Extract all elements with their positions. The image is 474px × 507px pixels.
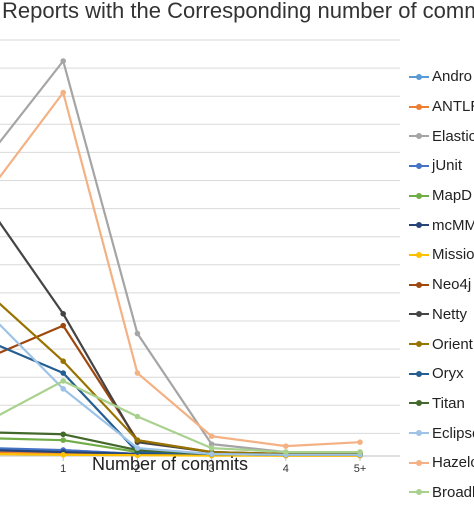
x-tick-label: 5+: [354, 463, 367, 474]
data-point-hazelc: [208, 433, 215, 440]
data-point-orient: [134, 437, 141, 444]
legend-swatch: [408, 71, 430, 83]
legend-swatch: [408, 427, 430, 439]
legend-label: Andro: [432, 68, 473, 86]
legend-label: Oryx: [432, 365, 464, 383]
legend-item: Hazelc: [408, 448, 474, 478]
legend-label: Titan: [432, 394, 465, 412]
legend-label: Netty: [432, 305, 468, 323]
legend-item: Eclipse: [408, 418, 474, 448]
plot-area: 1 2 3 4 5+: [0, 39, 400, 474]
legend-swatch: [408, 397, 430, 409]
legend-swatch: [408, 486, 430, 498]
legend-swatch: [408, 130, 430, 142]
x-tick-label: 2: [134, 463, 140, 474]
legend-label: Eclipse: [432, 424, 474, 442]
series-line-hazelc: [0, 91, 361, 448]
data-point-titan: [60, 431, 66, 438]
data-point-hazelc: [283, 443, 289, 449]
data-point-hazelc: [357, 439, 363, 445]
legend-item: Elastic: [408, 121, 474, 151]
legend-swatch: [408, 338, 430, 350]
legend: Andro ANTLR Elastic jUnit MapD mcMM Missio Neo4…: [408, 62, 474, 507]
legend-label: Broadl: [432, 483, 474, 501]
legend-item: Netty: [408, 300, 474, 330]
chart-title: Reports with the Corresponding number of…: [2, 0, 474, 23]
series-line-orient: [0, 302, 360, 456]
data-point-hazelc: [134, 370, 141, 376]
data-point-orient: [60, 358, 66, 365]
legend-swatch: [408, 279, 430, 291]
data-point-elastic: [134, 330, 141, 337]
x-tick-label: 1: [60, 463, 66, 474]
legend-label: Elastic: [432, 127, 474, 145]
series-line-broadl: [0, 379, 360, 454]
gridlines: [0, 39, 400, 434]
legend-label: Orient: [432, 335, 473, 353]
legend-item: Titan: [408, 389, 474, 419]
legend-label: ANTLR: [432, 98, 474, 116]
data-point-broadl: [208, 445, 215, 451]
data-point-neo4j: [60, 322, 66, 329]
legend-label: Missio: [432, 246, 474, 264]
legend-swatch: [408, 308, 430, 320]
legend-item: Oryx: [408, 359, 474, 389]
legend-swatch: [408, 160, 430, 172]
legend-item: jUnit: [408, 151, 474, 181]
legend-label: Neo4j: [432, 276, 472, 294]
data-point-elastic: [208, 441, 215, 447]
data-point-broadl: [60, 378, 66, 384]
legend-label: mcMM: [432, 216, 474, 234]
legend-swatch: [408, 457, 430, 469]
data-point-hazelc: [60, 89, 66, 96]
data-point-eclipse: [208, 451, 215, 457]
series-lines: [0, 58, 363, 459]
legend-label: Hazelc: [432, 454, 474, 472]
legend-item: ANTLR: [408, 92, 474, 122]
legend-item: MapD: [408, 181, 474, 211]
x-tick-label: 3: [209, 463, 215, 474]
legend-swatch: [408, 249, 430, 261]
data-point-oryx: [60, 370, 66, 376]
x-axis-title: Number of commits: [92, 454, 249, 474]
data-point-elastic: [60, 58, 66, 64]
data-point-broadl: [134, 413, 141, 420]
data-point-eclipse: [60, 386, 66, 392]
legend-item: mcMM: [408, 210, 474, 240]
legend-item: Orient: [408, 329, 474, 359]
legend-swatch: [408, 101, 430, 113]
legend-item: Neo4j: [408, 270, 474, 300]
x-tick-label: 4: [283, 463, 289, 474]
data-point-broadl: [283, 449, 289, 455]
series-line-eclipse: [0, 323, 360, 456]
legend-item: Broadl: [408, 478, 474, 507]
series-line-elastic: [0, 59, 360, 454]
legend-label: jUnit: [432, 157, 463, 175]
legend-item: Andro: [408, 62, 474, 92]
data-point-missio: [60, 452, 66, 458]
data-point-netty: [60, 311, 66, 317]
legend-swatch: [408, 190, 430, 202]
legend-item: Missio: [408, 240, 474, 270]
data-point-mapd: [60, 437, 66, 444]
data-point-broadl: [357, 449, 363, 455]
legend-swatch: [408, 219, 430, 231]
legend-swatch: [408, 368, 430, 380]
data-point-eclipse: [134, 445, 141, 451]
legend-label: MapD: [432, 187, 473, 205]
